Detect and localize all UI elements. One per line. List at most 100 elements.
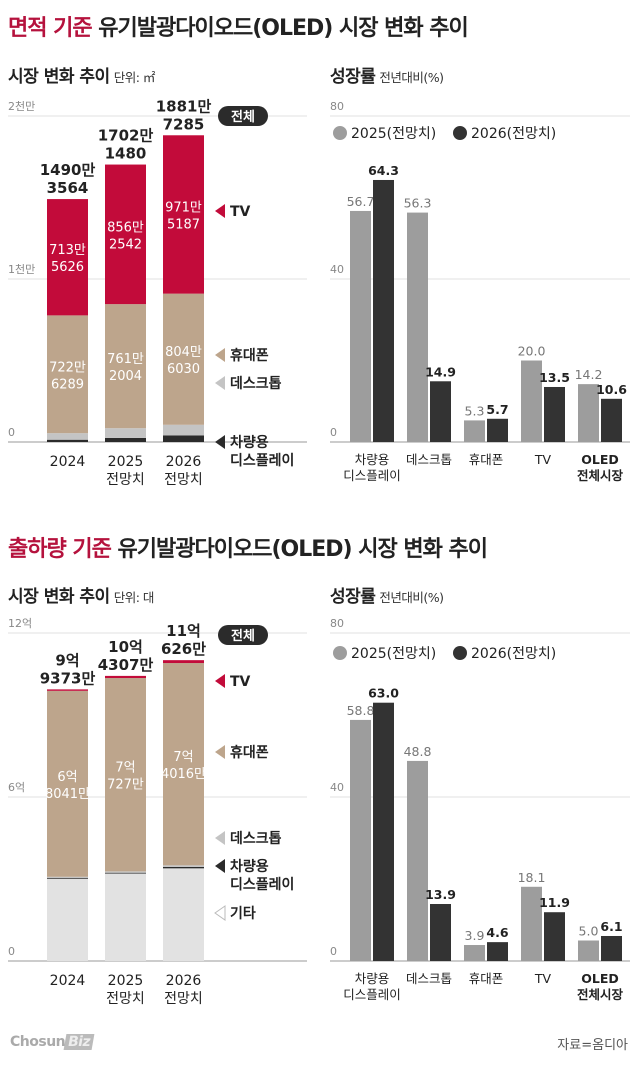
y-tick-label: 1천만 xyxy=(8,262,35,276)
x-tick-label: 전체시장 xyxy=(577,468,624,483)
bar-segment-데스크톱 xyxy=(163,865,204,867)
title-highlight: 면적 기준 xyxy=(8,16,93,41)
x-tick-label: TV xyxy=(534,971,552,986)
bar xyxy=(373,702,394,961)
bar-segment-차량용-디스플레이 xyxy=(163,435,204,442)
total-label: 9억 xyxy=(55,651,79,669)
x-tick-label: 전망치 xyxy=(106,472,145,488)
legend-triangle-icon xyxy=(215,376,225,390)
legend-dot-icon xyxy=(453,646,467,660)
bar-segment-휴대폰 xyxy=(47,315,88,434)
segment-label: 856만 xyxy=(107,220,144,235)
y-tick-label: 0 xyxy=(8,945,15,958)
data-label: 10.6 xyxy=(596,382,627,397)
bar-segment-차량용-디스플레이 xyxy=(105,872,146,874)
legend-label: 2026(전망치) xyxy=(471,126,556,142)
x-tick-label: 2025 xyxy=(108,454,144,470)
unit-text: 전년대비(%) xyxy=(379,70,444,85)
legend-label: TV xyxy=(230,674,251,690)
total-label: 11억 xyxy=(166,622,201,640)
x-tick-label: 2024 xyxy=(50,973,86,989)
bar xyxy=(487,942,508,961)
bar xyxy=(578,940,599,961)
x-tick-label: 2024 xyxy=(50,454,86,470)
subtitle-market-shipment: 시장 변화 추이 단위: 대 xyxy=(8,582,154,607)
x-tick-label: 데스크톱 xyxy=(406,971,452,986)
x-tick-label: 디스플레이 xyxy=(343,468,401,483)
data-label: 11.9 xyxy=(539,895,570,910)
total-label: 7285 xyxy=(163,115,205,133)
bar-segment-기타 xyxy=(163,868,204,961)
y-tick-label: 6억 xyxy=(8,781,25,794)
data-label: 5.7 xyxy=(486,402,508,417)
legend-triangle-icon xyxy=(215,348,225,362)
segment-label: 722만 xyxy=(49,360,86,375)
bar-segment-데스크톱 xyxy=(47,876,88,879)
total-badge xyxy=(218,625,268,645)
title-rest: 유기발광다이오드(OLED) 시장 변화 추이 xyxy=(117,537,488,562)
total-label: 10억 xyxy=(108,638,143,656)
y-tick-label: 0 xyxy=(8,426,15,439)
y-tick-label: 80 xyxy=(330,617,344,630)
subtitle-growth-shipment: 성장률 전년대비(%) xyxy=(330,582,444,607)
segment-label: 2004 xyxy=(109,369,142,384)
legend-label: 데스크톱 xyxy=(230,831,282,847)
data-label: 13.5 xyxy=(539,370,570,385)
legend-dot-icon xyxy=(453,126,467,140)
segment-label: 6289 xyxy=(51,377,84,392)
bar xyxy=(521,886,542,961)
bar-segment-차량용-디스플레이 xyxy=(105,437,146,442)
total-badge-label: 전체 xyxy=(231,109,255,125)
y-tick-label: 12억 xyxy=(8,617,32,630)
y-tick-label: 0 xyxy=(330,426,337,439)
bar-segment-데스크톱 xyxy=(105,428,146,438)
y-tick-label: 40 xyxy=(330,781,344,794)
total-label: 9373만 xyxy=(40,669,96,687)
legend-triangle-icon xyxy=(215,204,225,218)
legend-label: 2025(전망치) xyxy=(351,126,436,142)
bar xyxy=(464,420,485,442)
data-label: 6.1 xyxy=(600,919,622,934)
x-tick-label: 2026 xyxy=(166,454,202,470)
bar-segment-휴대폰 xyxy=(47,690,88,877)
bar-segment-데스크톱 xyxy=(105,871,146,873)
bar-segment-기타 xyxy=(105,873,146,961)
y-tick-label: 40 xyxy=(330,263,344,276)
segment-label: 971만 xyxy=(165,200,202,215)
x-tick-label: 차량용 xyxy=(355,971,390,986)
bar xyxy=(430,904,451,961)
data-label: 5.0 xyxy=(579,924,599,939)
total-label: 1490만 xyxy=(40,161,96,179)
legend-triangle-icon xyxy=(215,859,225,873)
total-label: 4307만 xyxy=(98,656,154,674)
data-label: 20.0 xyxy=(518,344,546,359)
bar-segment-TV xyxy=(47,199,88,316)
bar-segment-휴대폰 xyxy=(163,293,204,425)
total-label: 1881만 xyxy=(156,97,212,115)
legend-label: 기타 xyxy=(230,906,256,922)
data-label: 63.0 xyxy=(368,686,399,701)
subtitle-text: 성장률 xyxy=(330,587,376,607)
x-tick-label: TV xyxy=(534,452,552,467)
bar-segment-TV xyxy=(105,164,146,305)
segment-label: 2542 xyxy=(109,237,142,252)
legend-triangle-icon xyxy=(215,674,225,688)
title-rest: 유기발광다이오드(OLED) 시장 변화 추이 xyxy=(98,16,468,41)
unit-text: 전년대비(%) xyxy=(379,590,444,605)
bar-segment-TV xyxy=(47,689,88,691)
x-tick-label: 디스플레이 xyxy=(343,987,401,1002)
legend-dot-icon xyxy=(333,646,347,660)
bar-segment-TV xyxy=(163,660,204,664)
segment-label: 4016만 xyxy=(161,767,206,782)
x-tick-label: 휴대폰 xyxy=(469,971,504,986)
segment-label: 7억 xyxy=(173,750,193,765)
y-tick-label: 0 xyxy=(330,945,337,958)
segment-label: 5626 xyxy=(51,260,84,275)
source-note: 자료=옴디아 xyxy=(557,1038,628,1053)
y-tick-label: 2천만 xyxy=(8,99,35,113)
segment-label: 713만 xyxy=(49,243,86,258)
unit-text: 단위: 대 xyxy=(113,590,155,605)
bar-segment-차량용-디스플레이 xyxy=(163,866,204,869)
bar-segment-차량용-디스플레이 xyxy=(47,878,88,879)
legend-dot-icon xyxy=(333,126,347,140)
